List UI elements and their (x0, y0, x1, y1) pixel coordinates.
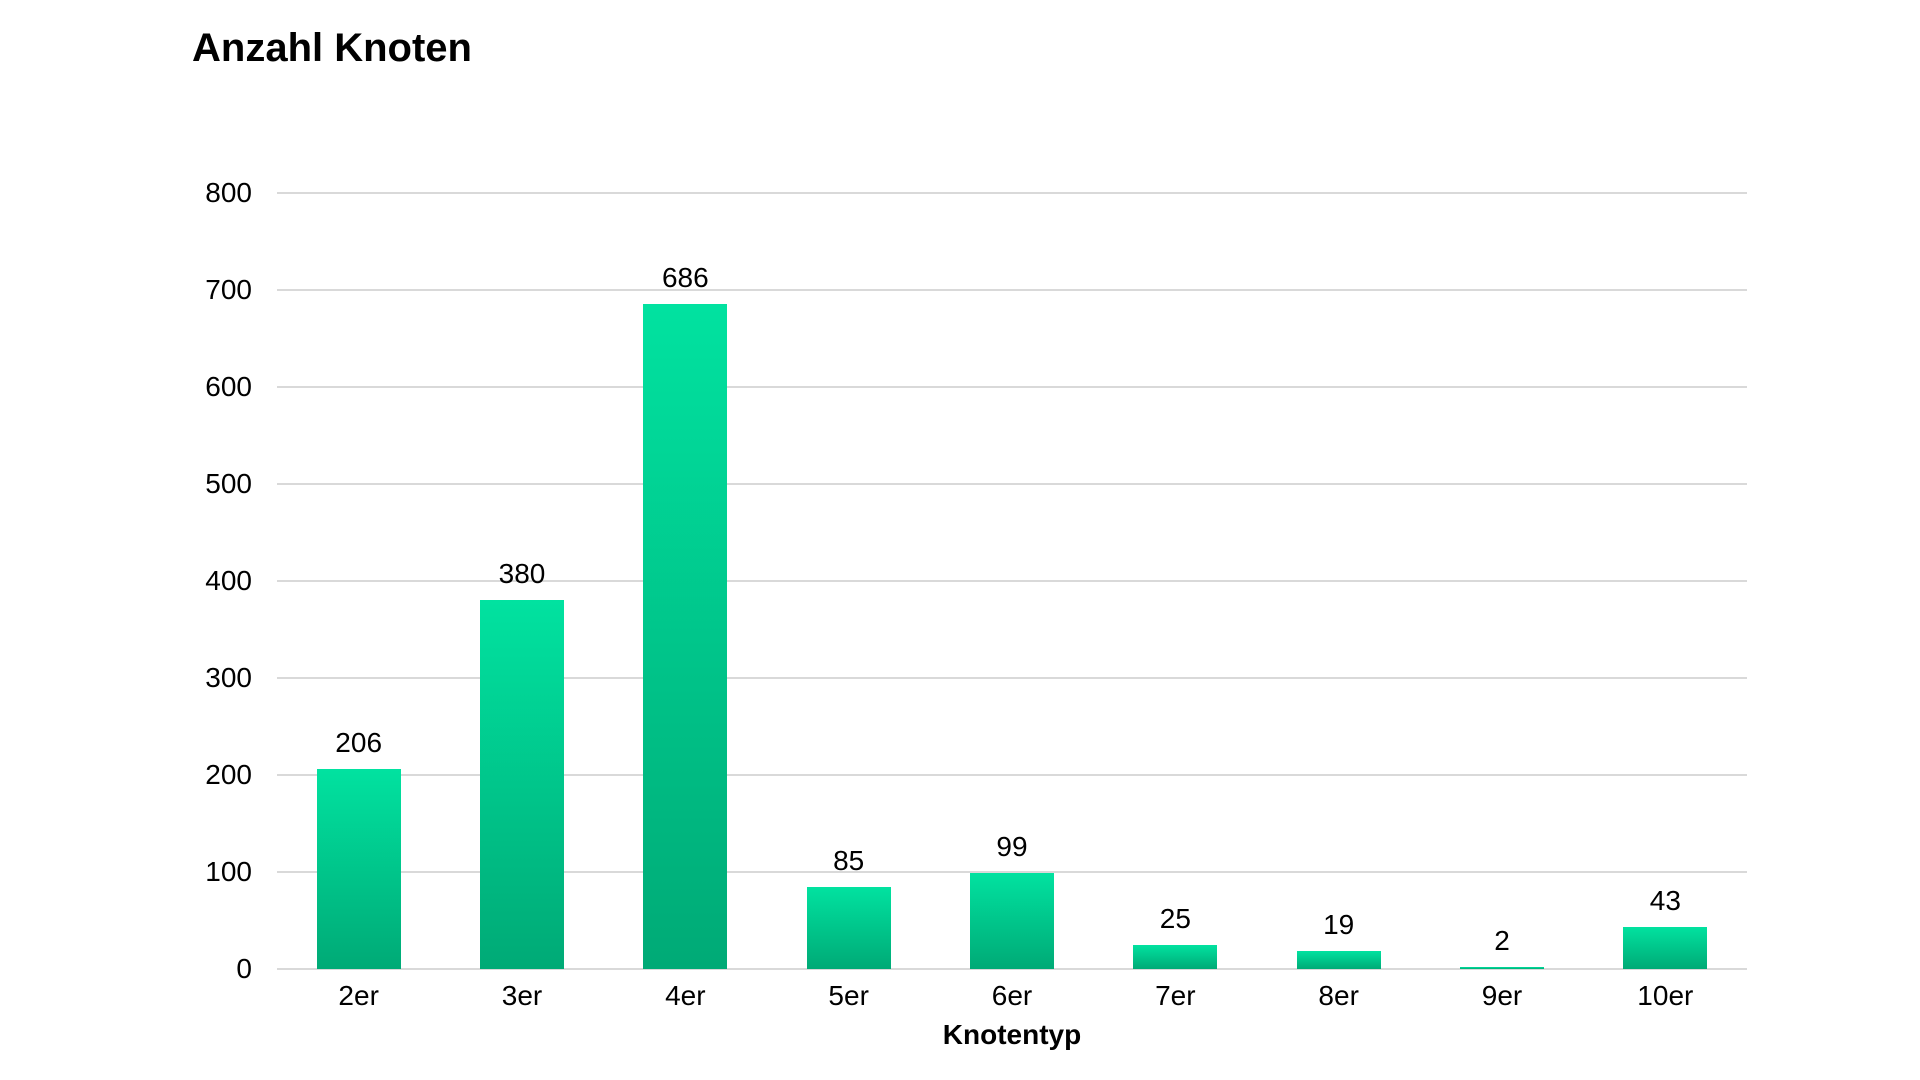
bar (1623, 927, 1708, 969)
x-axis-tick-label: 8er (1318, 980, 1359, 1011)
y-axis-tick-label: 400 (205, 565, 252, 596)
bar (1460, 967, 1544, 969)
gridline (277, 968, 1747, 970)
bar-value-label: 25 (1159, 903, 1191, 934)
x-axis-title: Knotentyp (942, 1019, 1082, 1050)
gridline (277, 483, 1747, 485)
gridline (277, 192, 1747, 194)
y-axis-tick-label: 800 (205, 177, 252, 208)
bar-value-label: 43 (1649, 885, 1681, 916)
bar (806, 887, 891, 969)
y-axis-tick-label: 0 (236, 953, 252, 984)
bar (480, 600, 564, 969)
y-axis-tick-label: 600 (205, 371, 252, 402)
bar (643, 304, 728, 969)
bar-value-label: 99 (996, 831, 1028, 862)
y-axis-tick-label: 500 (205, 468, 252, 499)
bar-value-label: 686 (661, 262, 709, 293)
gridline (277, 289, 1747, 291)
gridline (277, 580, 1747, 582)
bar-value-label: 206 (335, 727, 383, 758)
bar-value-label: 380 (498, 558, 546, 589)
chart-title: Anzahl Knoten (192, 26, 472, 70)
bar-value-label: 2 (1494, 925, 1510, 956)
y-axis-tick-label: 300 (205, 662, 252, 693)
gridline (277, 386, 1747, 388)
gridline (277, 774, 1747, 776)
bar (316, 769, 401, 969)
y-axis-tick-label: 200 (205, 759, 252, 790)
y-axis-tick-label: 100 (205, 856, 252, 887)
gridline (277, 677, 1747, 679)
x-axis-tick-label: 9er (1481, 980, 1523, 1011)
bar (970, 873, 1054, 969)
x-axis-tick-label: 4er (665, 980, 706, 1011)
bar-value-label: 85 (833, 845, 865, 876)
x-axis-tick-label: 5er (828, 980, 869, 1011)
x-axis-tick-label: 6er (991, 980, 1033, 1011)
bar (1296, 951, 1381, 969)
gridline (277, 871, 1747, 873)
bar-value-label: 19 (1323, 909, 1355, 940)
x-axis-tick-label: 3er (501, 980, 543, 1011)
y-axis-tick-label: 700 (205, 274, 252, 305)
bar (1133, 945, 1218, 969)
x-axis-tick-label: 10er (1637, 980, 1694, 1011)
x-axis-tick-label: 2er (338, 980, 379, 1011)
x-axis-tick-label: 7er (1155, 980, 1196, 1011)
